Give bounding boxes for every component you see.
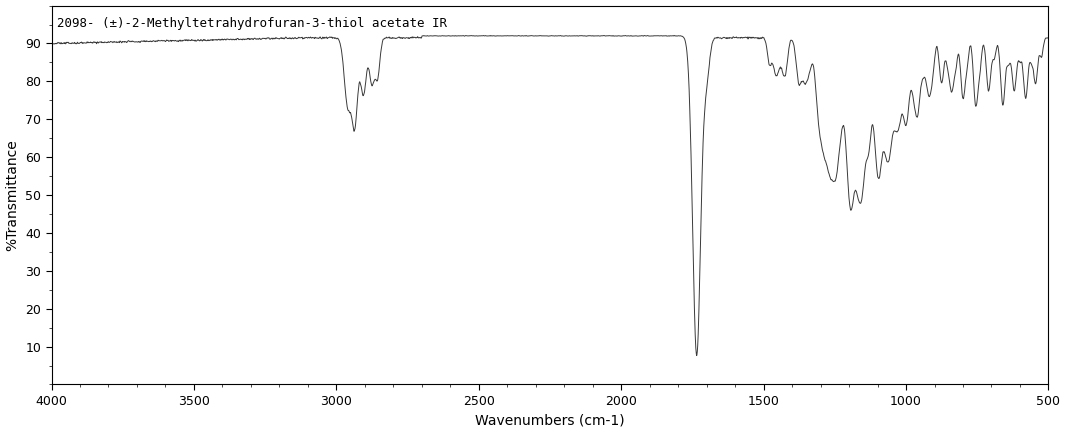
X-axis label: Wavenumbers (cm-1): Wavenumbers (cm-1) xyxy=(475,414,625,427)
Y-axis label: %Transmittance: %Transmittance xyxy=(5,139,19,251)
Text: 2098- (±)-2-Methyltetrahydrofuran-3-thiol acetate IR: 2098- (±)-2-Methyltetrahydrofuran-3-thio… xyxy=(56,17,447,30)
